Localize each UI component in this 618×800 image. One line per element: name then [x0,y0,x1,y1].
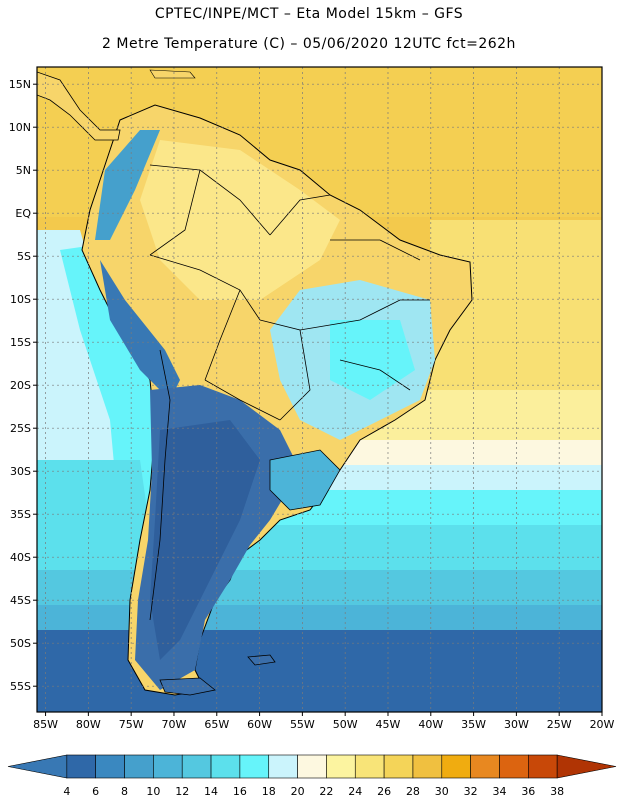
colorbar-label: 26 [377,785,391,798]
falkland-islands [247,654,276,666]
pacific-south-band [37,460,150,530]
longitude-axis: 85W 80W 75W 70W 65W 60W 55W 50W 45W 40W 35W 30W 25W 2… [33,712,615,731]
lon-tick-label: 45W [376,718,401,731]
lon-tick-label: 65W [204,718,229,731]
colorbar-labels: 4 6 8 10 12 14 16 18 20 22 24 26 28 30 32 34 36 38 [63,785,564,798]
colorbar-label: 24 [348,785,362,798]
colorbar-swatch [528,754,558,779]
colorbar-label: 14 [204,785,218,798]
lat-tick-label: 20S [10,379,31,392]
lat-tick-label: 40S [10,551,31,564]
lon-tick-label: 70W [162,718,187,731]
lat-tick-label: 35S [10,508,31,521]
colorbar-label: 36 [521,785,535,798]
lat-tick-label: EQ [15,207,31,220]
colorbar-label: 30 [435,785,449,798]
caribbean-island [149,69,196,79]
pacific-coast-band [60,245,160,530]
colorbar-label: 22 [319,785,333,798]
colorbar-min-arrow [7,754,68,779]
colorbar-swatch [239,754,270,779]
andes-north [95,130,160,240]
colorbar-swatch [412,754,443,779]
lon-tick-label: 20W [590,718,615,731]
lon-tick-label: 40W [418,718,443,731]
map-subtitle: 2 Metre Temperature (C) – 05/06/2020 12U… [102,36,516,52]
andes-central [100,260,180,400]
colorbar-swatch [268,754,298,779]
latitude-axis: 15N 10N 5N EQ 5S 10S 15S 20S 25S 30S 35S 40S 45S 50S 5… [9,78,37,693]
colorbar-swatch [383,754,414,779]
map-frame [36,66,603,713]
ocean-band-16 [37,525,602,575]
lat-tick-label: 15N [9,78,31,91]
colorbar-swatch [66,754,96,779]
brazil-highlands-core [330,320,415,400]
country-borders [149,164,430,621]
lon-tick-label: 55W [290,718,315,731]
ocean-band-10 [37,630,602,712]
colorbar-swatch [210,754,241,779]
lon-tick-label: 35W [461,718,486,731]
colorbar-swatch [326,754,356,779]
colorbar-label: 34 [492,785,506,798]
colorbar-label: 28 [406,785,420,798]
lon-tick-label: 80W [76,718,101,731]
colorbar-swatch [499,754,529,779]
colorbar-max-arrow [556,754,617,779]
colorbar-swatch [124,754,154,779]
interior-warm [140,140,340,300]
colorbar-swatch [354,754,385,779]
lat-tick-label: 25S [10,422,31,435]
lat-tick-label: 10N [9,121,31,134]
uruguay-region [269,449,341,511]
ocean-band-14 [37,570,602,610]
colorbar-swatch [95,754,125,779]
lat-tick-label: 5S [17,250,31,263]
lat-tick-label: 10S [10,293,31,306]
lon-tick-label: 85W [33,718,58,731]
colorbar-label: 6 [92,785,99,798]
lat-tick-label: 45S [10,594,31,607]
colorbar-label: 4 [63,785,70,798]
lon-tick-label: 60W [247,718,272,731]
lon-tick-label: 75W [119,718,144,731]
colorbar-label: 16 [233,785,247,798]
lat-tick-label: 55S [10,680,31,693]
colorbar-swatch [297,754,327,779]
colorbar-label: 20 [291,785,305,798]
lon-tick-label: 25W [547,718,572,731]
colorbar [7,754,617,779]
colorbar-label: 38 [550,785,564,798]
colorbar-label: 32 [464,785,478,798]
lat-tick-label: 30S [10,465,31,478]
map-title: CPTEC/INPE/MCT – Eta Model 15km – GFS [154,6,464,22]
lon-tick-label: 30W [504,718,529,731]
colorbar-label: 10 [146,785,160,798]
lat-tick-label: 5N [16,164,31,177]
colorbar-swatch [441,754,471,779]
graticule [37,67,602,712]
colorbar-swatch [153,754,183,779]
colorbar-swatch [470,754,500,779]
colorbar-label: 18 [262,785,276,798]
lat-tick-label: 15S [10,336,31,349]
colorbar-label: 12 [175,785,189,798]
lon-tick-label: 50W [333,718,358,731]
colorbar-swatch [181,754,212,779]
colorbar-label: 8 [121,785,128,798]
lat-tick-label: 50S [10,637,31,650]
